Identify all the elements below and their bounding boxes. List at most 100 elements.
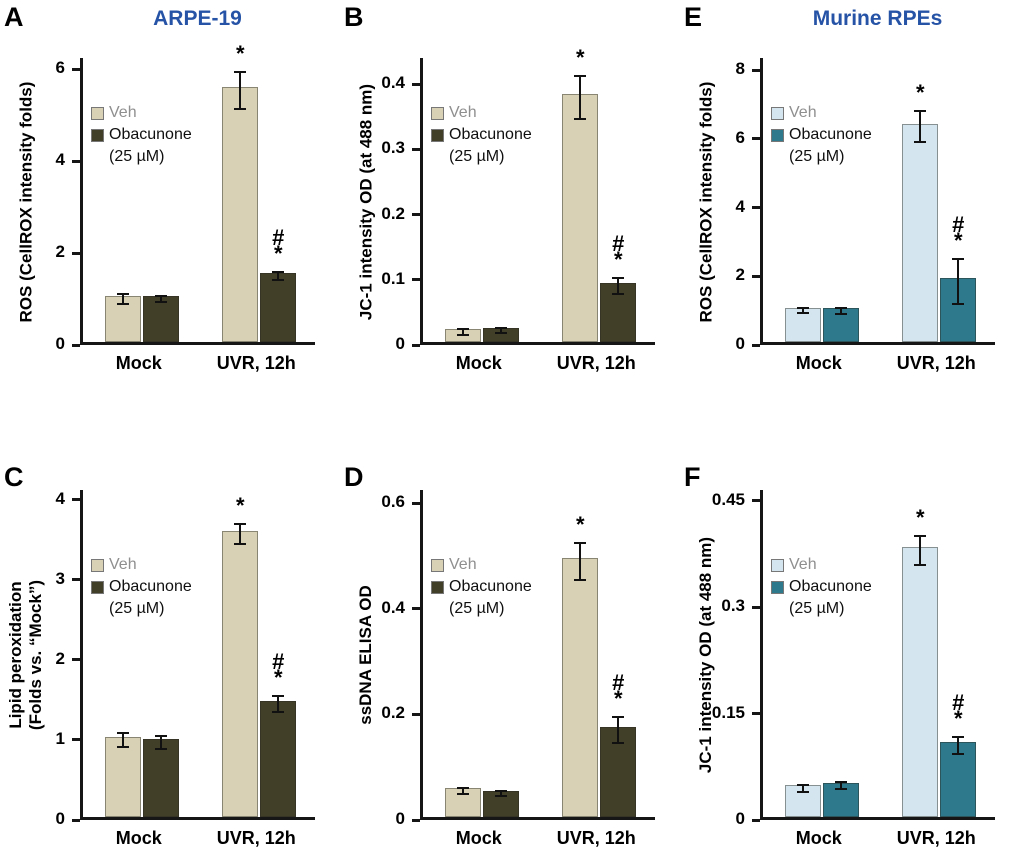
x-category-label: UVR, 12h	[896, 828, 976, 848]
panel-title: ARPE-19	[153, 7, 242, 30]
legend: Veh Obacunone (25 µM)	[431, 556, 532, 618]
error-bar-cap	[494, 327, 507, 330]
y-tick-mark	[72, 67, 80, 71]
error-bar-cap	[574, 74, 587, 77]
y-tick-mark	[412, 343, 420, 347]
error-bar	[159, 735, 162, 749]
legend-label: Obacunone	[109, 578, 192, 595]
y-tick-label: 0.3	[381, 138, 405, 158]
error-bar-cap	[272, 694, 285, 697]
x-category-label: Mock	[455, 828, 502, 848]
error-bar-cap	[796, 312, 809, 315]
panel-B: B JC-1 intensity OD (at 488 nm) 0 0.1 0.2 0.3…	[340, 0, 680, 424]
legend-item-veh: Veh	[771, 104, 872, 122]
y-tick-label: 0.6	[381, 492, 405, 512]
legend-label: Obacunone	[109, 126, 192, 143]
bar-veh-uvr-12h	[562, 558, 599, 817]
y-tick-label: 8	[735, 59, 745, 79]
y-tick-label: 6	[55, 58, 65, 78]
significance-marker: # *	[952, 212, 965, 254]
legend-swatch-veh	[431, 106, 444, 120]
y-tick-mark	[412, 147, 420, 151]
legend-label: Veh	[109, 104, 137, 121]
panel-letter: B	[344, 2, 364, 32]
y-tick-mark	[412, 82, 420, 86]
y-tick-mark	[752, 274, 760, 278]
y-tick-label: 2	[55, 648, 65, 668]
bar-veh-uvr-12h	[222, 87, 259, 342]
legend-label: Veh	[449, 556, 477, 573]
legend-label: Veh	[789, 104, 817, 121]
legend-label: Obacunone	[449, 578, 532, 595]
y-tick-label: 0	[735, 809, 745, 828]
significance-marker: # *	[272, 225, 285, 267]
y-axis-label: ROS (CellROX intensity folds)	[16, 81, 36, 323]
significance-marker: *	[235, 40, 245, 66]
significance-marker: *	[915, 505, 925, 531]
error-bar-cap	[272, 710, 285, 713]
y-tick-label: 4	[735, 196, 745, 216]
bar-veh-mock	[784, 785, 821, 817]
legend-item-obacunone: Obacunone	[91, 126, 192, 144]
error-bar-cap	[914, 110, 927, 113]
y-tick-label: 0	[395, 809, 405, 828]
legend-label: Veh	[109, 556, 137, 573]
error-bar	[499, 328, 502, 334]
error-bar-cap	[494, 795, 507, 798]
y-tick-mark	[72, 658, 80, 662]
legend-swatch-veh	[91, 106, 104, 120]
error-bar-cap	[834, 312, 847, 315]
legend-item-veh: Veh	[91, 104, 192, 122]
panel-A: A ARPE-19 ROS (CellROX intensity folds) 0 2 4…	[0, 0, 340, 424]
error-bar-cap	[612, 277, 625, 280]
error-bar	[617, 717, 620, 744]
error-bar-cap	[456, 328, 469, 331]
y-tick-label: 0	[55, 809, 65, 828]
legend-label: Veh	[789, 556, 817, 573]
y-tick-label: 0.3	[721, 596, 745, 616]
y-tick-label: 0.45	[711, 489, 745, 509]
legend-sublabel: (25 µM)	[789, 600, 845, 617]
error-bar-cap	[834, 781, 847, 784]
error-bar	[801, 784, 804, 792]
significance-marker: # *	[612, 231, 625, 273]
bar-veh-uvr-12h	[562, 94, 599, 342]
y-tick-label: 0.4	[381, 73, 405, 93]
error-bar	[239, 523, 242, 545]
y-tick-mark	[412, 607, 420, 611]
error-bar-cap	[494, 332, 507, 335]
error-bar	[121, 732, 124, 748]
error-bar-cap	[154, 747, 167, 750]
error-bar-cap	[796, 306, 809, 309]
y-tick-mark	[72, 251, 80, 255]
plot-area: 0 0.1 0.2 0.3 0.4 Veh Obacunone (25 µM) * # *	[381, 46, 655, 353]
error-bar-cap	[494, 789, 507, 792]
error-bar-cap	[234, 522, 247, 525]
error-bar-cap	[116, 302, 129, 305]
error-bar	[277, 272, 280, 280]
significance-marker: *	[235, 492, 245, 518]
y-tick-mark	[752, 68, 760, 72]
legend-item-obacunone: Obacunone	[771, 578, 872, 596]
y-tick-mark	[412, 278, 420, 282]
error-bar-cap	[952, 302, 965, 305]
legend-sublabel: (25 µM)	[449, 600, 505, 617]
y-tick-label: 1	[55, 728, 65, 748]
legend-item-obacunone: Obacunone	[431, 126, 532, 144]
y-tick-mark	[412, 818, 420, 822]
legend: Veh Obacunone (25 µM)	[771, 104, 872, 166]
error-bar-cap	[234, 70, 247, 73]
x-category-label: UVR, 12h	[216, 353, 296, 373]
error-bar-cap	[116, 746, 129, 749]
error-bar-cap	[914, 563, 927, 566]
legend-sublabel: (25 µM)	[109, 600, 165, 617]
error-bar	[617, 278, 620, 295]
y-tick-mark	[752, 206, 760, 209]
error-bar-cap	[612, 742, 625, 745]
legend: Veh Obacunone (25 µM)	[431, 104, 532, 166]
plot-area: 0 1 2 3 4 Veh Obacunone (25 µM) * # *	[56, 489, 315, 828]
y-tick-mark	[752, 499, 760, 503]
significance-marker: # *	[612, 670, 625, 712]
legend-label: Obacunone	[789, 126, 872, 143]
